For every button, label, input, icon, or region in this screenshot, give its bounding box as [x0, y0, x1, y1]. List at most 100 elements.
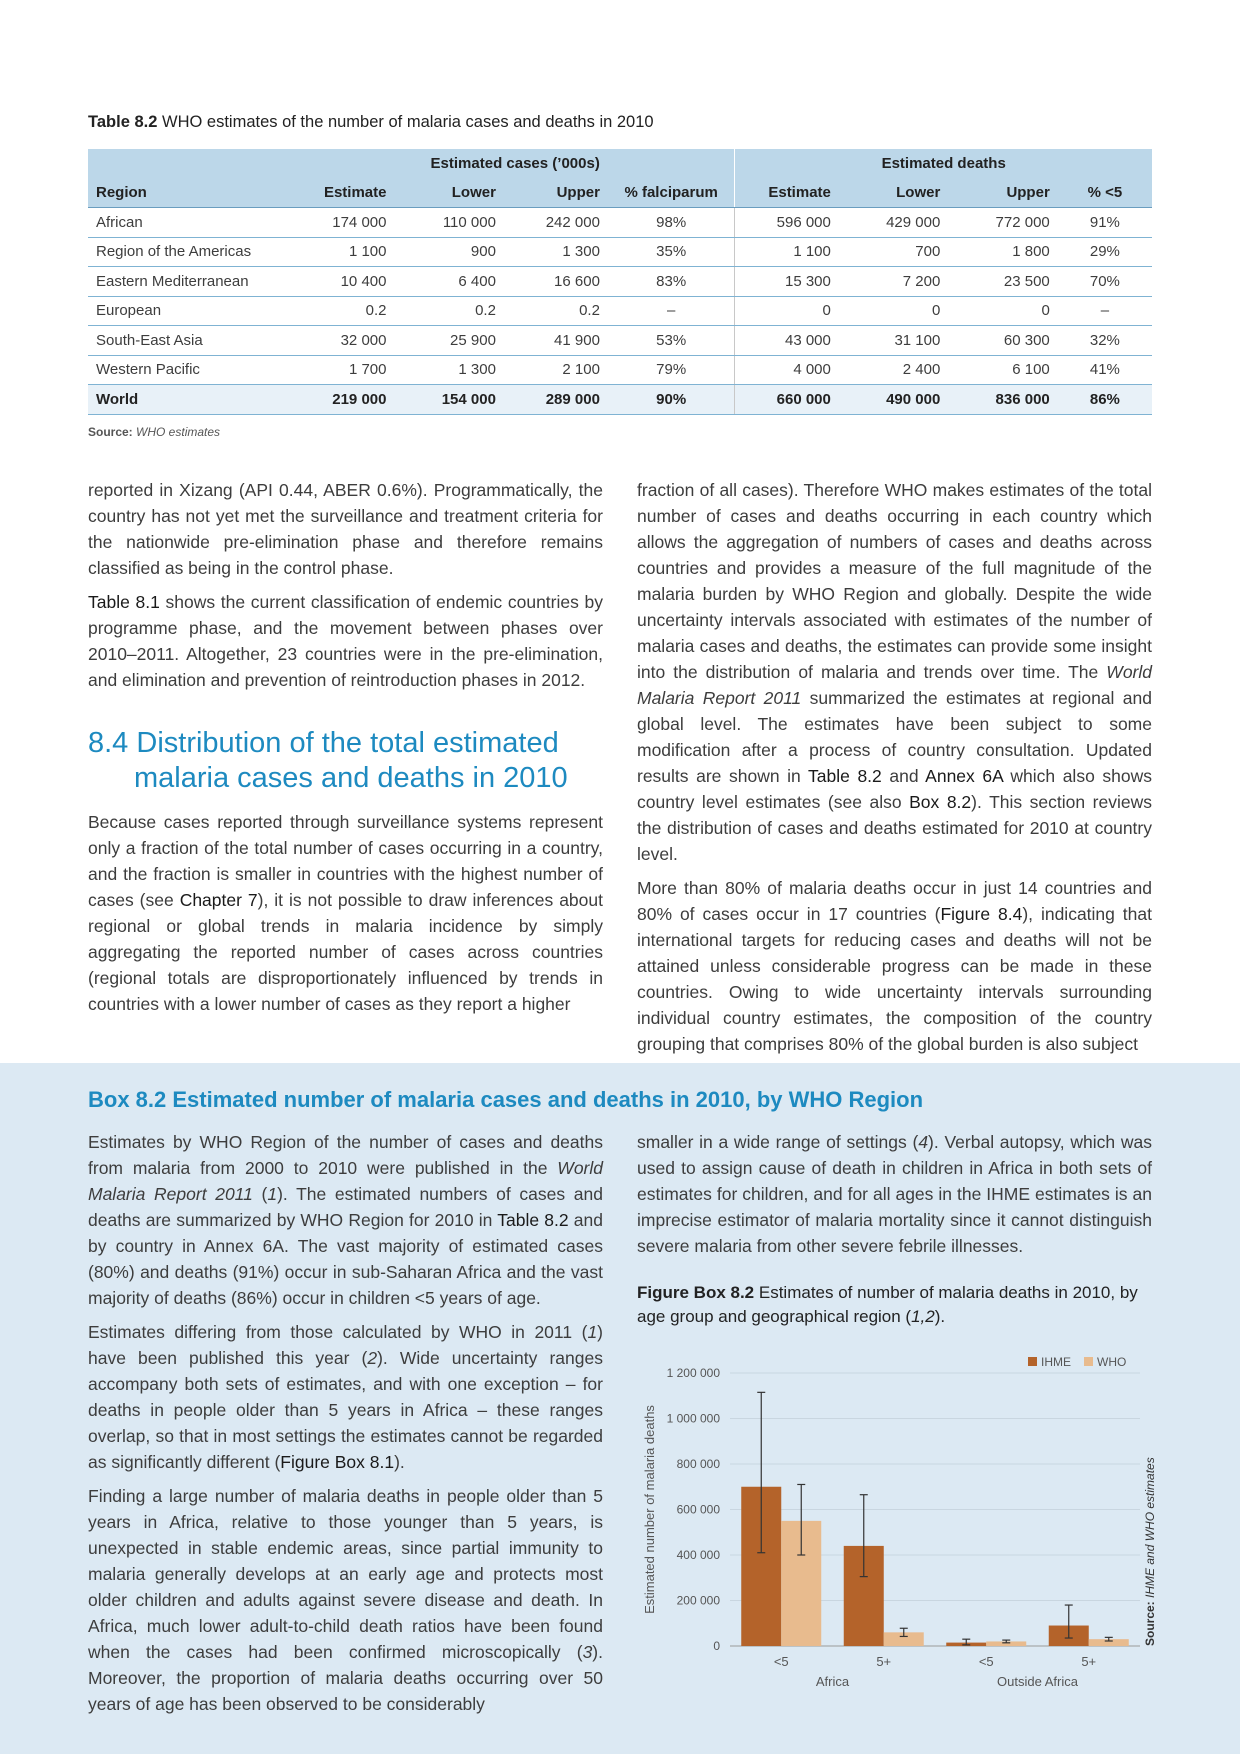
y-axis-label: Estimated number of malaria deaths: [642, 1405, 657, 1614]
malaria-deaths-bar-chart: 0 200 000 400 000 600 000 800 000 1 000 000 1 …: [642, 1355, 1157, 1689]
paragraph-text: ) have been published this year (: [88, 1322, 603, 1368]
table-cell: –: [607, 296, 735, 326]
table-cell: 32%: [1057, 325, 1152, 356]
table-cell: 29%: [1057, 237, 1152, 267]
paragraph: Finding a large number of malaria deaths…: [88, 1483, 603, 1717]
box-8-2-link[interactable]: Box 8.2: [909, 792, 972, 812]
table-8-2-link[interactable]: Table 8.2: [808, 766, 882, 786]
table-caption-text: WHO estimates of the number of malaria c…: [157, 113, 654, 131]
paragraph-text: ). The estimated numbers of cases and de…: [88, 1184, 603, 1230]
left-column-text: reported in Xizang (API 0.44, ABER 0.6%)…: [88, 477, 603, 701]
table-cell: 83%: [607, 266, 735, 297]
paragraph-text: More than 80% of malaria deaths occur in…: [637, 878, 1152, 924]
figure-box-8-1-link[interactable]: Figure Box 8.1: [280, 1452, 395, 1472]
table-cell: 43 000: [734, 325, 839, 356]
table-header-cell: % <5: [1057, 178, 1152, 208]
citation: 4: [918, 1132, 929, 1152]
table-cell: 25 900: [394, 325, 504, 356]
chapter-7-link[interactable]: Chapter 7: [179, 890, 258, 910]
paragraph-text: ). Verbal autopsy, which was used to ass…: [637, 1132, 1152, 1256]
table-cell: 23 500: [948, 266, 1058, 297]
figure-caption-text: ).: [934, 1307, 946, 1326]
table-cell: World: [88, 384, 296, 415]
paragraph-text: ). Wide uncertainty ranges accompany bot…: [88, 1348, 603, 1472]
table-cell: 79%: [607, 355, 735, 385]
legend-swatch-who: [1084, 1357, 1093, 1366]
malaria-estimates-table: Estimated cases (’000s) Estimated deaths…: [88, 149, 1152, 415]
y-tick-label: 1 000 000: [667, 1412, 721, 1426]
table-source-text: WHO estimates: [132, 425, 221, 439]
table-cell: 2 400: [838, 355, 949, 385]
table-row: European 0.2 0.2 0.2–0 0 0–: [88, 296, 1152, 326]
table-cell: 6 100: [948, 355, 1058, 385]
table-cell: 10 400: [295, 266, 395, 297]
table-cell: 0.2: [503, 296, 608, 326]
table-source-label: Source:: [88, 425, 133, 439]
box-title: Box 8.2 Estimated number of malaria case…: [88, 1087, 924, 1112]
x-group-label: Africa: [816, 1674, 850, 1689]
table-cell: 70%: [1057, 266, 1152, 297]
table-cell: 4 000: [734, 355, 839, 385]
table-header-cell: Estimate: [295, 178, 395, 208]
table-header-cell: Lower: [394, 178, 504, 208]
table-row: Region of the Americas 1 100 900 1 300 35% 1 …: [88, 237, 1152, 267]
table-cell: 32 000: [295, 325, 395, 356]
box-8-2: [0, 1063, 1240, 1754]
y-tick-label: 600 000: [677, 1503, 721, 1517]
section-heading: 8.4 Distribution of the total estimated …: [88, 726, 608, 796]
figure-8-4-link[interactable]: Figure 8.4: [940, 904, 1023, 924]
paragraph: Because cases reported through surveilla…: [88, 809, 603, 1017]
table-cell: 772 000: [948, 207, 1058, 238]
x-tick-label: <5: [774, 1654, 789, 1669]
table-cell: 7 200: [838, 266, 949, 297]
paragraph: smaller in a wide range of settings (4).…: [637, 1129, 1152, 1259]
annex-6a-link[interactable]: Annex 6A: [925, 766, 1003, 786]
y-tick-label: 0: [713, 1639, 720, 1653]
citation: 3: [582, 1642, 593, 1662]
table-8-1-link[interactable]: Table 8.1: [88, 592, 160, 612]
figure-caption-text: Estimates of number of malaria deaths in…: [637, 1283, 1138, 1326]
table-cell: South-East Asia: [88, 325, 296, 356]
table-header-cell: Estimate: [734, 178, 839, 208]
table-cell: 110 000: [394, 207, 504, 238]
chart-source: Source: IHME and WHO estimates: [1143, 1457, 1157, 1646]
table-cell: 31 100: [838, 325, 949, 356]
table-header-cell: Upper: [503, 178, 608, 208]
paragraph-text: smaller in a wide range of settings (: [637, 1132, 919, 1152]
report-title: World Malaria Report 2011: [88, 1158, 603, 1204]
table-header-cell: % falciparum: [607, 178, 735, 208]
table-cell: 86%: [1057, 384, 1152, 415]
table-cell: 596 000: [734, 207, 839, 238]
legend-swatch-ihme: [1028, 1357, 1037, 1366]
table-8-2-link[interactable]: Table 8.2: [497, 1210, 569, 1230]
report-title: World Malaria Report 2011: [637, 662, 1152, 708]
table-group-cases: Estimated cases (’000s): [295, 149, 735, 178]
table-cell: 700: [838, 237, 949, 267]
table-cell: 1 300: [394, 355, 504, 385]
table-cell: 90%: [607, 384, 735, 415]
table-header-cell: Upper: [948, 178, 1058, 208]
figure-caption: Figure Box 8.2 Estimates of number of ma…: [637, 1281, 1157, 1329]
figure-caption-label: Figure Box 8.2: [637, 1283, 755, 1302]
paragraph-text: ), it is not possible to draw inferences…: [88, 890, 603, 1014]
table-cell: 0: [838, 296, 949, 326]
table-cell: 35%: [607, 237, 735, 267]
table-cell: Eastern Mediterranean: [88, 266, 296, 297]
table-cell: 0.2: [394, 296, 504, 326]
y-tick-label: 800 000: [677, 1457, 721, 1471]
table-header-cell: Lower: [838, 178, 949, 208]
table-cell: 0: [734, 296, 839, 326]
paragraph: Estimates differing from those calculate…: [88, 1319, 603, 1475]
paragraph-text: Estimates by WHO Region of the number of…: [88, 1132, 603, 1178]
chart-source-text: IHME and WHO estimates: [1143, 1457, 1157, 1601]
paragraph-text: summarized the estimates at regional and…: [637, 688, 1153, 786]
legend-label-ihme: IHME: [1041, 1355, 1071, 1369]
table-cell: 242 000: [503, 207, 608, 238]
table-caption-label: Table 8.2: [88, 113, 158, 131]
y-tick-label: 400 000: [677, 1548, 721, 1562]
table-cell: 1 300: [503, 237, 608, 267]
paragraph: Estimates by WHO Region of the number of…: [88, 1129, 603, 1311]
paragraph-text: reported in Xizang (API 0.44, ABER 0.6%)…: [88, 480, 603, 578]
paragraph: More than 80% of malaria deaths occur in…: [637, 875, 1152, 1057]
table-cell: 60 300: [948, 325, 1058, 356]
